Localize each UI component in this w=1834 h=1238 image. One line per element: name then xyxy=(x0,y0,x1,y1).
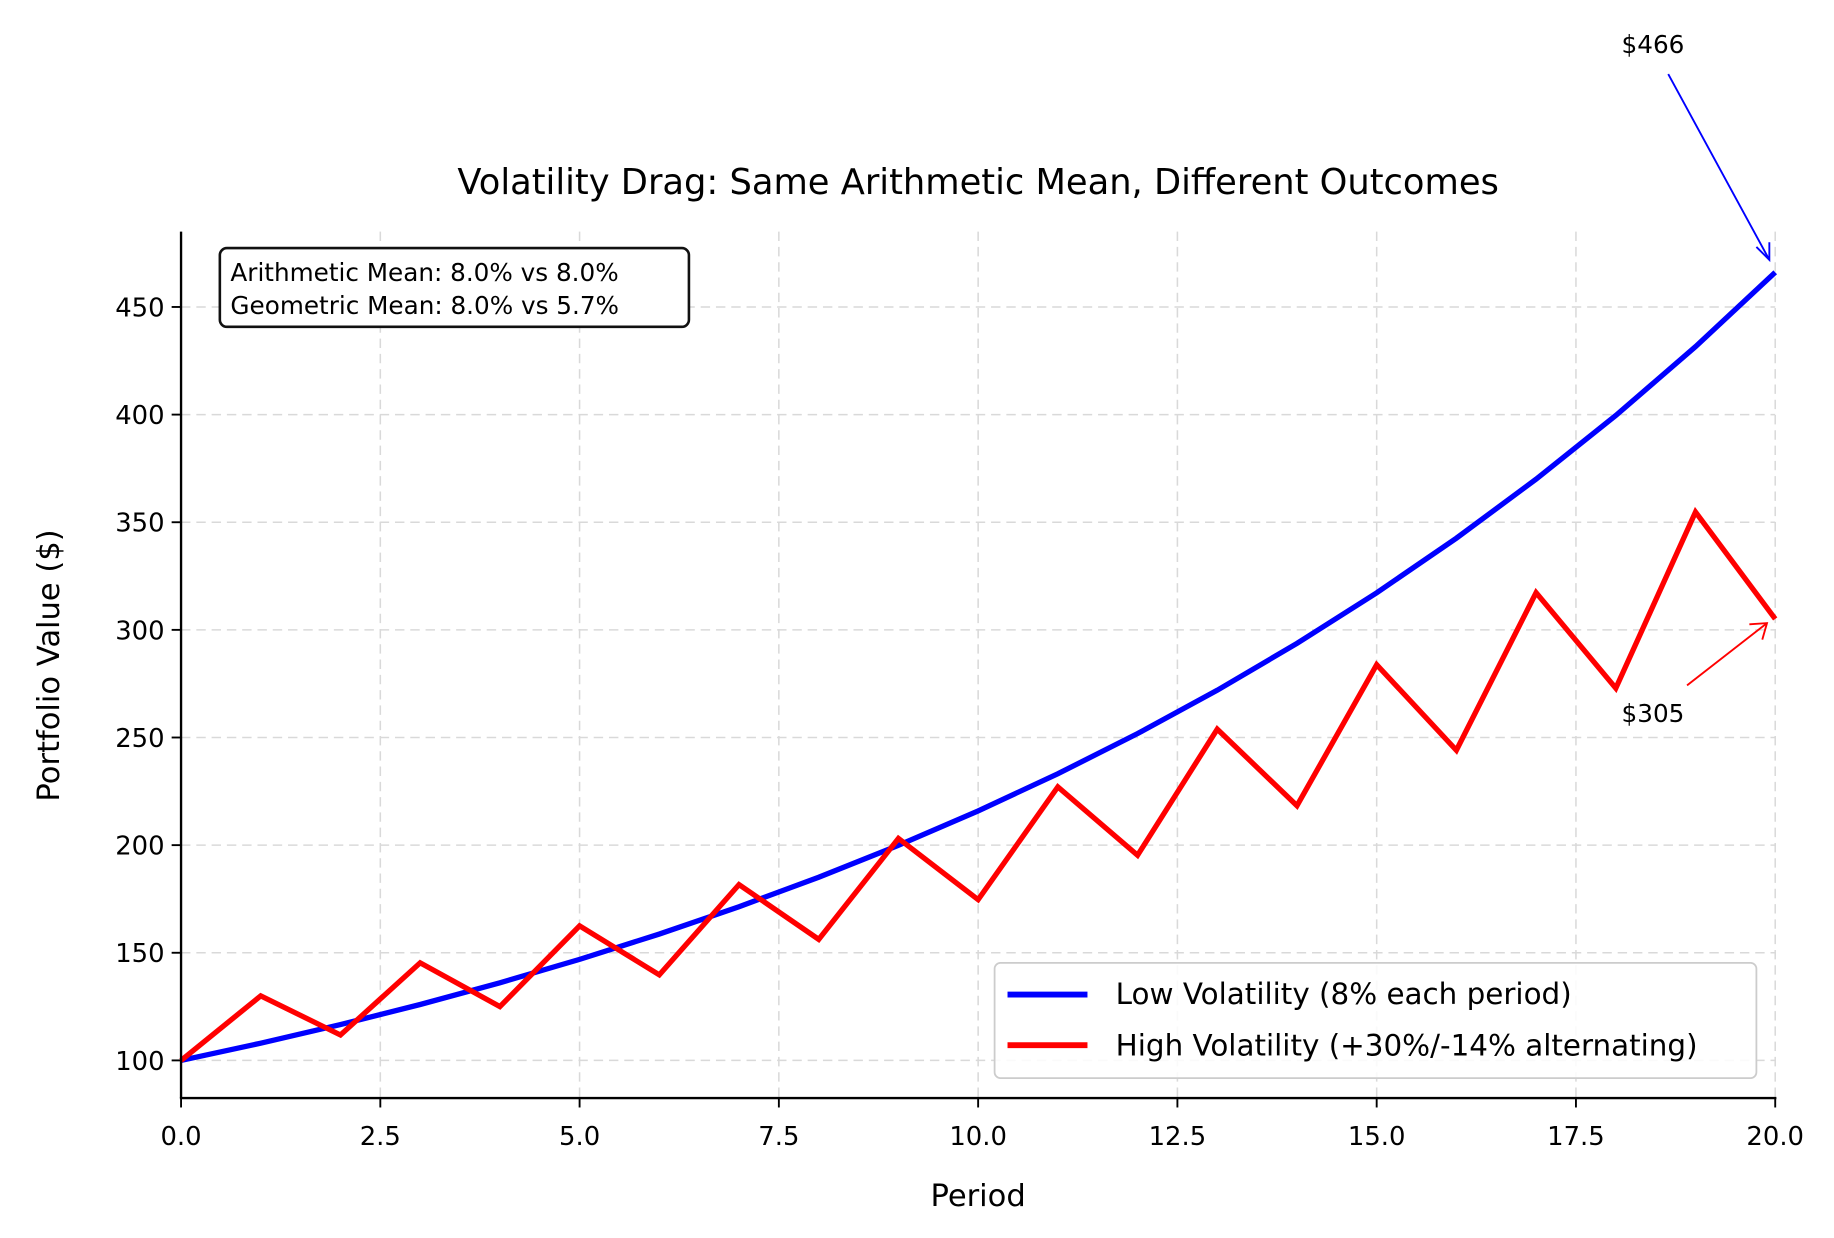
y-tick-label: 200 xyxy=(115,832,164,862)
y-tick-label: 150 xyxy=(115,939,164,969)
legend-label-high: High Volatility (+30%/-14% alternating) xyxy=(1116,1029,1698,1063)
chart-title: Volatility Drag: Same Arithmetic Mean, D… xyxy=(457,162,1499,203)
y-tick-label: 400 xyxy=(115,401,164,431)
y-tick-label: 350 xyxy=(115,509,164,539)
x-tick-label: 12.5 xyxy=(1149,1122,1207,1152)
x-tick-label: 20.0 xyxy=(1746,1122,1804,1152)
y-tick-label: 450 xyxy=(115,293,164,323)
y-tick-label: 300 xyxy=(115,616,164,646)
x-tick-label: 10.0 xyxy=(949,1122,1007,1152)
legend-label-low: Low Volatility (8% each period) xyxy=(1116,977,1572,1011)
stats-box: Arithmetic Mean: 8.0% vs 8.0% Geometric … xyxy=(218,246,691,329)
x-tick-label: 7.5 xyxy=(758,1122,799,1152)
y-tick-label: 100 xyxy=(115,1047,164,1077)
x-tick-label: 15.0 xyxy=(1348,1122,1406,1152)
annotation-466: $466 xyxy=(1622,30,1771,263)
y-axis-label: Portfolio Value ($) xyxy=(32,529,67,801)
x-tick-label: 0.0 xyxy=(160,1122,201,1152)
y-tick-label: 250 xyxy=(115,724,164,754)
x-axis-label: Period xyxy=(931,1179,1026,1214)
x-tick-label: 17.5 xyxy=(1547,1122,1605,1152)
annotation-305-arrowhead xyxy=(1749,622,1769,640)
stats-arithmetic: Arithmetic Mean: 8.0% vs 8.0% xyxy=(230,258,618,287)
annotation-466-label: $466 xyxy=(1622,30,1685,59)
annotation-305: $305 xyxy=(1622,622,1769,728)
x-tick-label: 5.0 xyxy=(559,1122,600,1152)
series-layer xyxy=(179,270,1778,1063)
x-tick-label: 2.5 xyxy=(360,1122,401,1152)
legend: Low Volatility (8% each period) High Vol… xyxy=(993,961,1758,1079)
annotation-305-arrow xyxy=(1686,622,1768,687)
annotation-305-label: $305 xyxy=(1622,699,1685,728)
stats-geometric: Geometric Mean: 8.0% vs 5.7% xyxy=(230,291,619,320)
annotation-466-arrow xyxy=(1667,73,1771,261)
annotation-466-arrowhead xyxy=(1755,242,1771,263)
ticks: 0.0 2.5 5.0 7.5 10.0 12.5 15.0 17.5 20.0 100 150 20… xyxy=(115,293,1804,1152)
